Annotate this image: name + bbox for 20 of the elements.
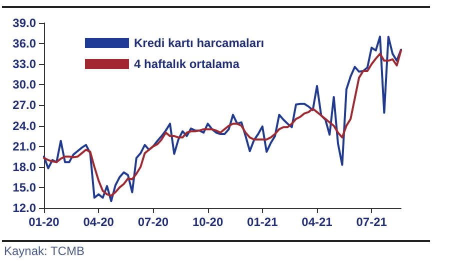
y-tick-label: 24.0 <box>12 118 36 133</box>
y-tick-label: 15.0 <box>12 180 36 194</box>
y-tick-label: 30.0 <box>12 78 36 92</box>
x-tick-label: 04-21 <box>302 215 333 229</box>
y-tick-label: 18.0 <box>12 160 36 174</box>
y-tick-label: 21.0 <box>12 139 36 154</box>
legend-label: 4 haftalık ortalama <box>134 57 240 71</box>
x-tick-label: 07-20 <box>138 215 169 229</box>
x-tick-label: 01-20 <box>28 215 60 229</box>
text: Kaynak: TCMB <box>4 244 84 258</box>
y-tick-label: 33.0 <box>12 57 36 72</box>
y-tick-label: 12.0 <box>12 201 36 215</box>
x-tick-label: 07-21 <box>356 215 388 229</box>
legend-label: Kredi kartı harcamaları <box>134 36 264 50</box>
x-tick-label: 01-21 <box>247 215 278 229</box>
y-tick-label: 36.0 <box>12 36 36 51</box>
x-tick-label: 10-20 <box>192 215 224 229</box>
y-tick-label: 39.0 <box>12 16 36 30</box>
y-tick-label: 27.0 <box>12 98 36 112</box>
x-tick-label: 04-20 <box>83 215 114 229</box>
